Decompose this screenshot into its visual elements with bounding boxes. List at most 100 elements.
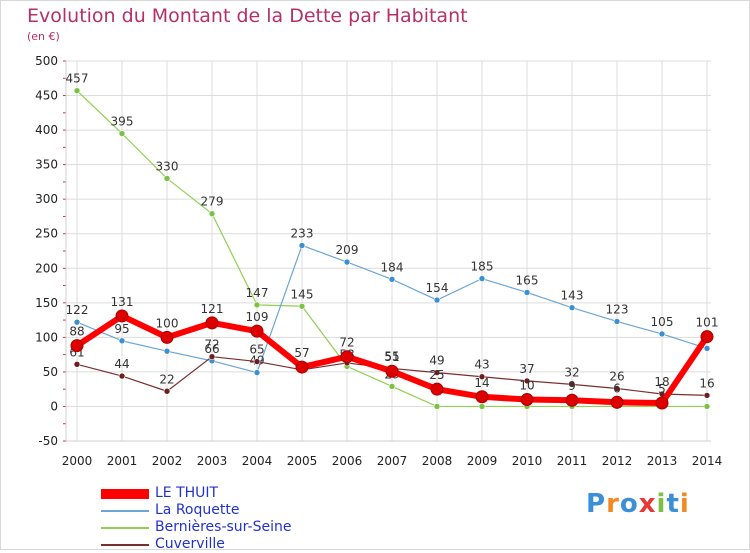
brand-letter: P [586, 489, 607, 519]
y-tick-label: 450 [35, 89, 58, 103]
data-label-cuverville: 37 [519, 362, 534, 376]
data-point-berni-res-sur-seine [388, 383, 396, 390]
data-point-la-roquette [163, 347, 171, 355]
x-tick-label: 2010 [512, 454, 543, 468]
data-label-la-roquette: 105 [651, 315, 674, 329]
data-point-cuverville [118, 372, 126, 380]
y-tick-label: 500 [35, 54, 58, 68]
data-point-berni-res-sur-seine [298, 302, 306, 310]
legend-item-cuverville: Cuverville [101, 536, 361, 553]
data-label-la-roquette: 165 [516, 273, 539, 287]
data-label-la-roquette: 154 [426, 281, 449, 295]
data-point-la-roquette [253, 369, 261, 376]
data-point-la-roquette [613, 318, 621, 325]
legend-item-bernieres-sur-seine: Bernières-sur-Seine [101, 519, 361, 536]
y-tick-label: 100 [35, 330, 58, 344]
data-point-berni-res-sur-seine [253, 301, 261, 309]
data-point-le-thuit [70, 339, 84, 353]
data-point-le-thuit [295, 360, 309, 374]
data-point-berni-res-sur-seine [703, 403, 711, 410]
data-label-le-thuit: 88 [69, 325, 84, 339]
data-point-la-roquette [523, 289, 531, 296]
x-tick-label: 2000 [62, 454, 93, 468]
data-label-le-thuit: 51 [384, 350, 399, 364]
data-label-la-roquette: 185 [471, 260, 494, 274]
x-tick-label: 2005 [287, 454, 318, 468]
data-label-le-thuit: 72 [339, 336, 354, 350]
x-tick-label: 2007 [377, 454, 408, 468]
data-label-cuverville: 65 [249, 343, 264, 357]
y-tick-label: 200 [35, 261, 58, 275]
data-label-cuverville: 32 [564, 365, 579, 379]
data-point-cuverville [208, 353, 216, 361]
data-point-cuverville [163, 387, 171, 395]
data-label-le-thuit: 101 [696, 316, 719, 330]
data-label-le-thuit: 25 [429, 368, 444, 382]
data-point-la-roquette [388, 276, 396, 283]
data-label-cuverville: 18 [654, 375, 669, 389]
data-point-la-roquette [568, 304, 576, 311]
data-point-cuverville [433, 369, 441, 376]
data-label-berni-res-sur-seine: 395 [111, 115, 134, 129]
data-label-le-thuit: 10 [519, 379, 534, 393]
data-label-cuverville: 16 [699, 376, 714, 390]
brand-letter: r [606, 489, 620, 519]
brand-letter: o [619, 489, 639, 519]
data-point-la-roquette [478, 275, 486, 282]
data-point-le-thuit [340, 350, 354, 364]
data-label-le-thuit: 6 [613, 381, 621, 395]
legend-swatch [101, 527, 149, 529]
data-label-cuverville: 72 [204, 338, 219, 352]
data-point-berni-res-sur-seine [163, 175, 171, 182]
x-tick-label: 2002 [152, 454, 183, 468]
data-point-le-thuit [385, 364, 399, 378]
x-tick-label: 2011 [557, 454, 588, 468]
data-label-la-roquette: 233 [291, 226, 314, 240]
x-tick-label: 2008 [422, 454, 453, 468]
data-label-la-roquette: 184 [381, 260, 404, 274]
data-label-la-roquette: 123 [606, 302, 629, 316]
data-label-le-thuit: 109 [246, 310, 269, 324]
data-point-le-thuit [160, 330, 174, 344]
y-tick-label: 350 [35, 158, 58, 172]
data-point-le-thuit [250, 324, 264, 338]
data-label-cuverville: 55 [384, 349, 399, 363]
data-label-la-roquette: 209 [336, 243, 359, 257]
brand-letter: i [656, 489, 667, 519]
data-label-le-thuit: 131 [111, 295, 134, 309]
data-point-le-thuit [610, 395, 624, 409]
data-label-berni-res-sur-seine: 147 [246, 286, 269, 300]
data-point-cuverville [478, 373, 486, 381]
x-tick-label: 2004 [242, 454, 273, 468]
y-tick-label: -50 [38, 434, 58, 448]
data-label-berni-res-sur-seine: 457 [66, 72, 89, 86]
legend-item-le-thuit: LE THUIT [101, 485, 361, 502]
data-point-berni-res-sur-seine [118, 130, 126, 137]
data-point-cuverville [703, 392, 711, 399]
data-point-cuverville [523, 377, 531, 385]
data-label-la-roquette: 95 [114, 322, 129, 336]
legend-swatch [101, 510, 149, 512]
data-label-la-roquette: 66 [204, 342, 219, 356]
y-tick-label: 400 [35, 123, 58, 137]
data-point-cuverville [568, 381, 576, 388]
brand-letter: x [638, 489, 657, 519]
data-label-le-thuit: 9 [568, 379, 576, 393]
y-tick-label: 250 [35, 227, 58, 241]
legend-swatch [101, 489, 149, 499]
data-point-le-thuit [655, 396, 669, 410]
brand-letter: i [679, 489, 690, 519]
x-tick-label: 2014 [692, 454, 723, 468]
data-point-le-thuit [520, 393, 534, 407]
data-point-berni-res-sur-seine [208, 210, 216, 217]
data-point-la-roquette [343, 258, 351, 266]
data-point-berni-res-sur-seine [433, 403, 441, 410]
data-label-le-thuit: 14 [474, 376, 489, 390]
x-tick-label: 2003 [197, 454, 228, 468]
chart-title: Evolution du Montant de la Dette par Hab… [27, 5, 468, 27]
legend-item-la-roquette: La Roquette [101, 502, 361, 519]
legend: LE THUIT La Roquette Bernières-sur-Seine… [101, 485, 361, 553]
x-tick-label: 2013 [647, 454, 678, 468]
data-point-berni-res-sur-seine [73, 87, 81, 95]
data-point-cuverville [73, 361, 81, 368]
